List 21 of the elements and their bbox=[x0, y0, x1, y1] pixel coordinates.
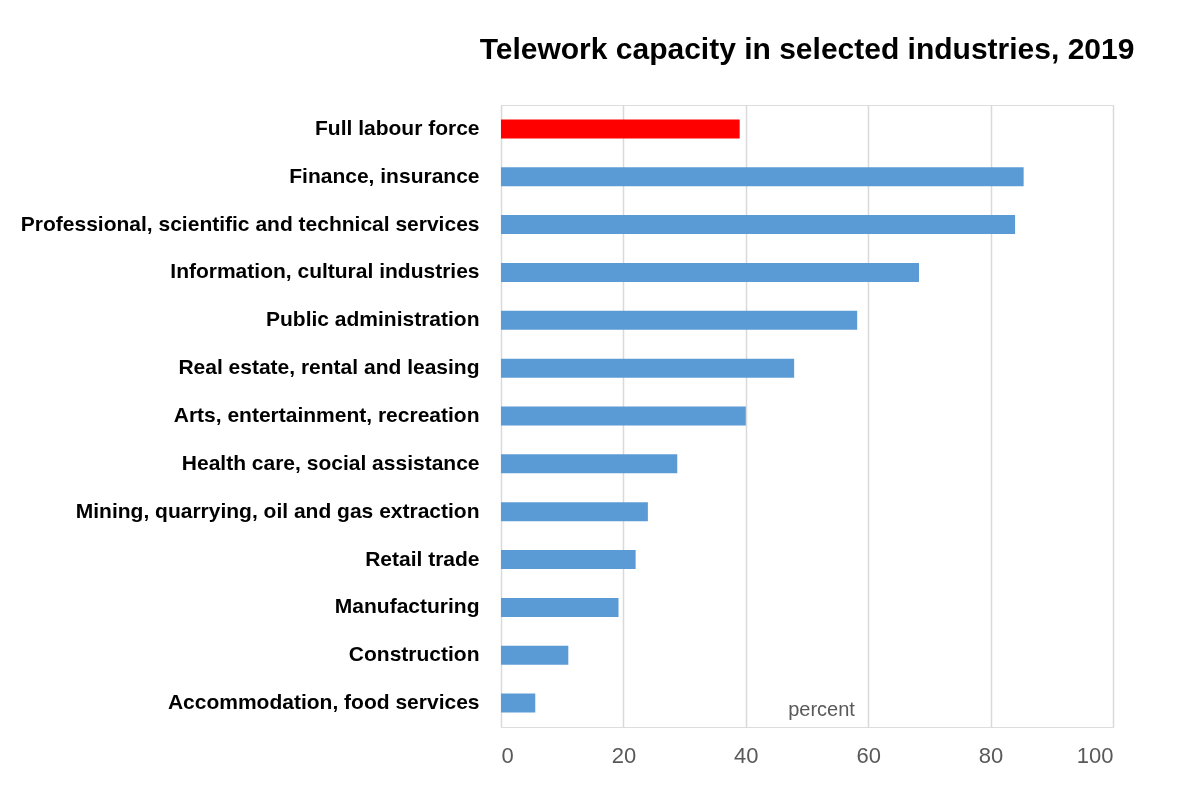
y-tick-label: Arts, entertainment, recreation bbox=[173, 403, 480, 426]
x-tick-label: 60 bbox=[856, 742, 881, 768]
x-axis-title: percent bbox=[788, 697, 856, 720]
y-tick-label: Finance, insurance bbox=[289, 163, 480, 187]
y-tick-label: Full labour force bbox=[314, 115, 480, 139]
y-tick-label: Health care, social assistance bbox=[181, 450, 480, 474]
y-tick-label: Retail trade bbox=[365, 546, 480, 570]
y-tick-label: Construction bbox=[348, 642, 480, 666]
x-tick-label: 100 bbox=[1076, 742, 1114, 768]
y-tick-label: Professional, scientific and technical services bbox=[20, 211, 480, 235]
chart-title: Telework capacity in selected industries, 2019 bbox=[479, 32, 1135, 65]
y-tick-label: Manufacturing bbox=[334, 594, 480, 618]
y-tick-label: Mining, quarrying, oil and gas extraction bbox=[75, 498, 480, 522]
y-tick-label: Information, cultural industries bbox=[170, 259, 480, 283]
y-tick-label: Accommodation, food services bbox=[167, 690, 480, 714]
x-tick-label: 40 bbox=[734, 742, 759, 768]
x-tick-label: 80 bbox=[978, 742, 1004, 768]
x-tick-label: 0 bbox=[501, 742, 514, 768]
x-tick-label: 20 bbox=[611, 742, 637, 768]
y-tick-label: Public administration bbox=[265, 307, 480, 331]
y-tick-label: Real estate, rental and leasing bbox=[178, 355, 480, 379]
